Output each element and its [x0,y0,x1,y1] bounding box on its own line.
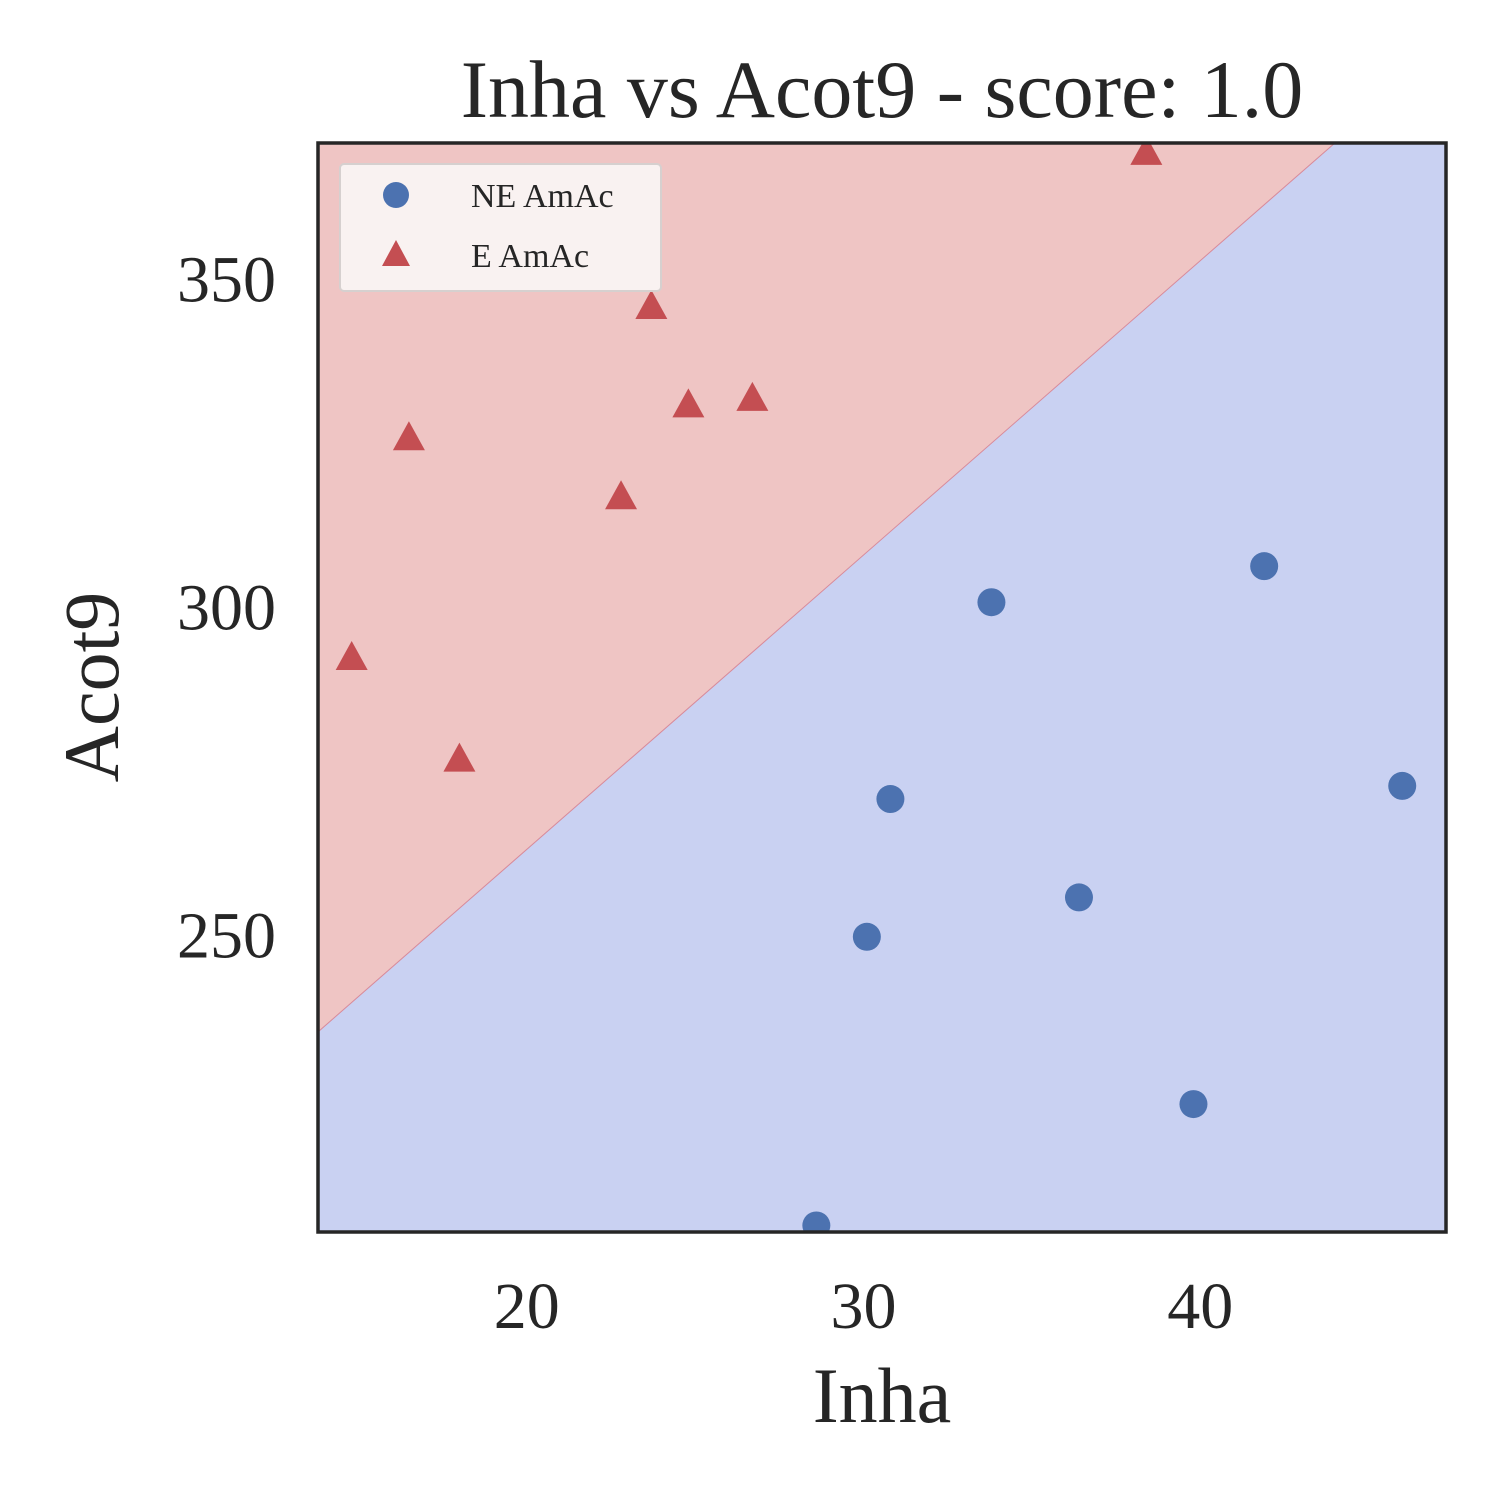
point-e-6 [736,381,769,411]
point-e-2 [443,742,476,772]
legend-box [339,163,662,292]
decision-boundary [318,143,1336,1033]
point-ne-1 [852,922,881,951]
y-tick-label: 350 [177,243,276,316]
legend-marker-ne [383,182,409,208]
point-e-0 [335,640,368,670]
point-e-3 [605,480,638,510]
y-axis-label: Acot9 [48,592,135,783]
plot-frame [316,141,1448,1234]
point-e-5 [672,388,705,418]
y-ticks: 250 300 350 [177,243,276,972]
point-ne-7 [1388,771,1417,800]
y-tick-label: 250 [177,900,276,973]
x-tick-label: 30 [830,1270,896,1343]
x-tick-label: 20 [494,1270,560,1343]
legend-label-e: E AmAc [471,238,589,275]
legend-marker-e [382,240,410,266]
point-e-7 [1130,143,1163,165]
point-ne-4 [1064,883,1093,912]
plot-area [318,143,1446,1232]
point-e-1 [392,421,425,451]
legend-label-ne: NE AmAc [471,178,614,215]
markers [335,143,1417,1232]
chart-title: Inha vs Acot9 - score: 1.0 [461,44,1304,135]
point-ne-5 [1179,1090,1208,1119]
point-ne-0 [802,1211,831,1232]
point-ne-6 [1250,552,1279,581]
x-tick-label: 40 [1167,1270,1233,1343]
point-ne-2 [876,785,905,814]
x-ticks: 20 30 40 [494,1270,1233,1343]
region-ne [318,143,1446,1232]
legend: NE AmAc E AmAc [339,163,662,292]
y-tick-label: 300 [177,571,276,644]
x-axis-label: Inha [813,1352,952,1439]
point-e-4 [635,290,668,320]
point-ne-3 [977,588,1006,617]
